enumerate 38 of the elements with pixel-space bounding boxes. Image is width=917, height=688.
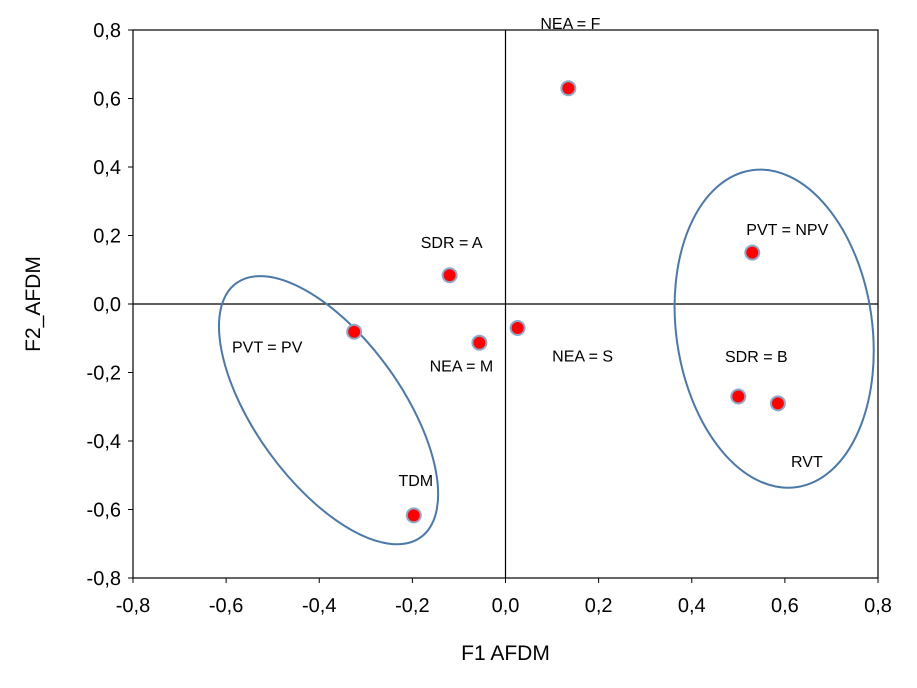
y-tick-label: 0,4 (93, 157, 121, 179)
x-tick-label: 0,2 (584, 595, 613, 617)
annotation: SDR = A (420, 234, 483, 252)
annotation: PVT = NPV (746, 222, 829, 240)
y-tick-label: 0,0 (93, 294, 121, 316)
point (730, 388, 746, 404)
x-tick-label: -0,4 (302, 595, 336, 617)
point (744, 244, 760, 261)
y-tick-label: 0,2 (93, 226, 121, 248)
x-tick-label: 0,4 (678, 595, 706, 617)
point (510, 320, 526, 336)
annotation: NEA = F (540, 16, 601, 33)
x-tick-label: 0,0 (492, 595, 520, 617)
y-tick-label: -0,6 (86, 500, 121, 522)
x-axis-title: F1 AFDM (461, 642, 550, 665)
annotation: SDR = B (724, 349, 788, 366)
x-tick-label: -0,2 (395, 595, 430, 617)
annotation: PVT = PV (232, 339, 303, 356)
annotation: NEA = M (430, 358, 494, 376)
y-tick-label: -0,4 (86, 431, 121, 453)
x-tick-label: -0,8 (116, 595, 150, 617)
annotation: NEA = S (552, 348, 614, 366)
x-tick-label: 0,8 (864, 595, 892, 617)
point (442, 267, 458, 284)
point (406, 507, 422, 524)
point (346, 324, 362, 340)
y-axis-title: F2_AFDM (22, 256, 45, 352)
annotation: TDM (398, 472, 434, 490)
y-tick-label: 0,8 (93, 20, 121, 42)
y-tick-label: -0,2 (86, 362, 121, 384)
point (770, 395, 786, 412)
x-tick-label: -0,6 (208, 595, 244, 617)
point (560, 80, 576, 96)
annotation: RVT (791, 454, 823, 471)
x-tick-label: 0,6 (770, 595, 799, 617)
point (471, 334, 488, 351)
y-tick-label: 0,6 (93, 88, 121, 110)
y-tick-label: -0,8 (86, 568, 121, 590)
